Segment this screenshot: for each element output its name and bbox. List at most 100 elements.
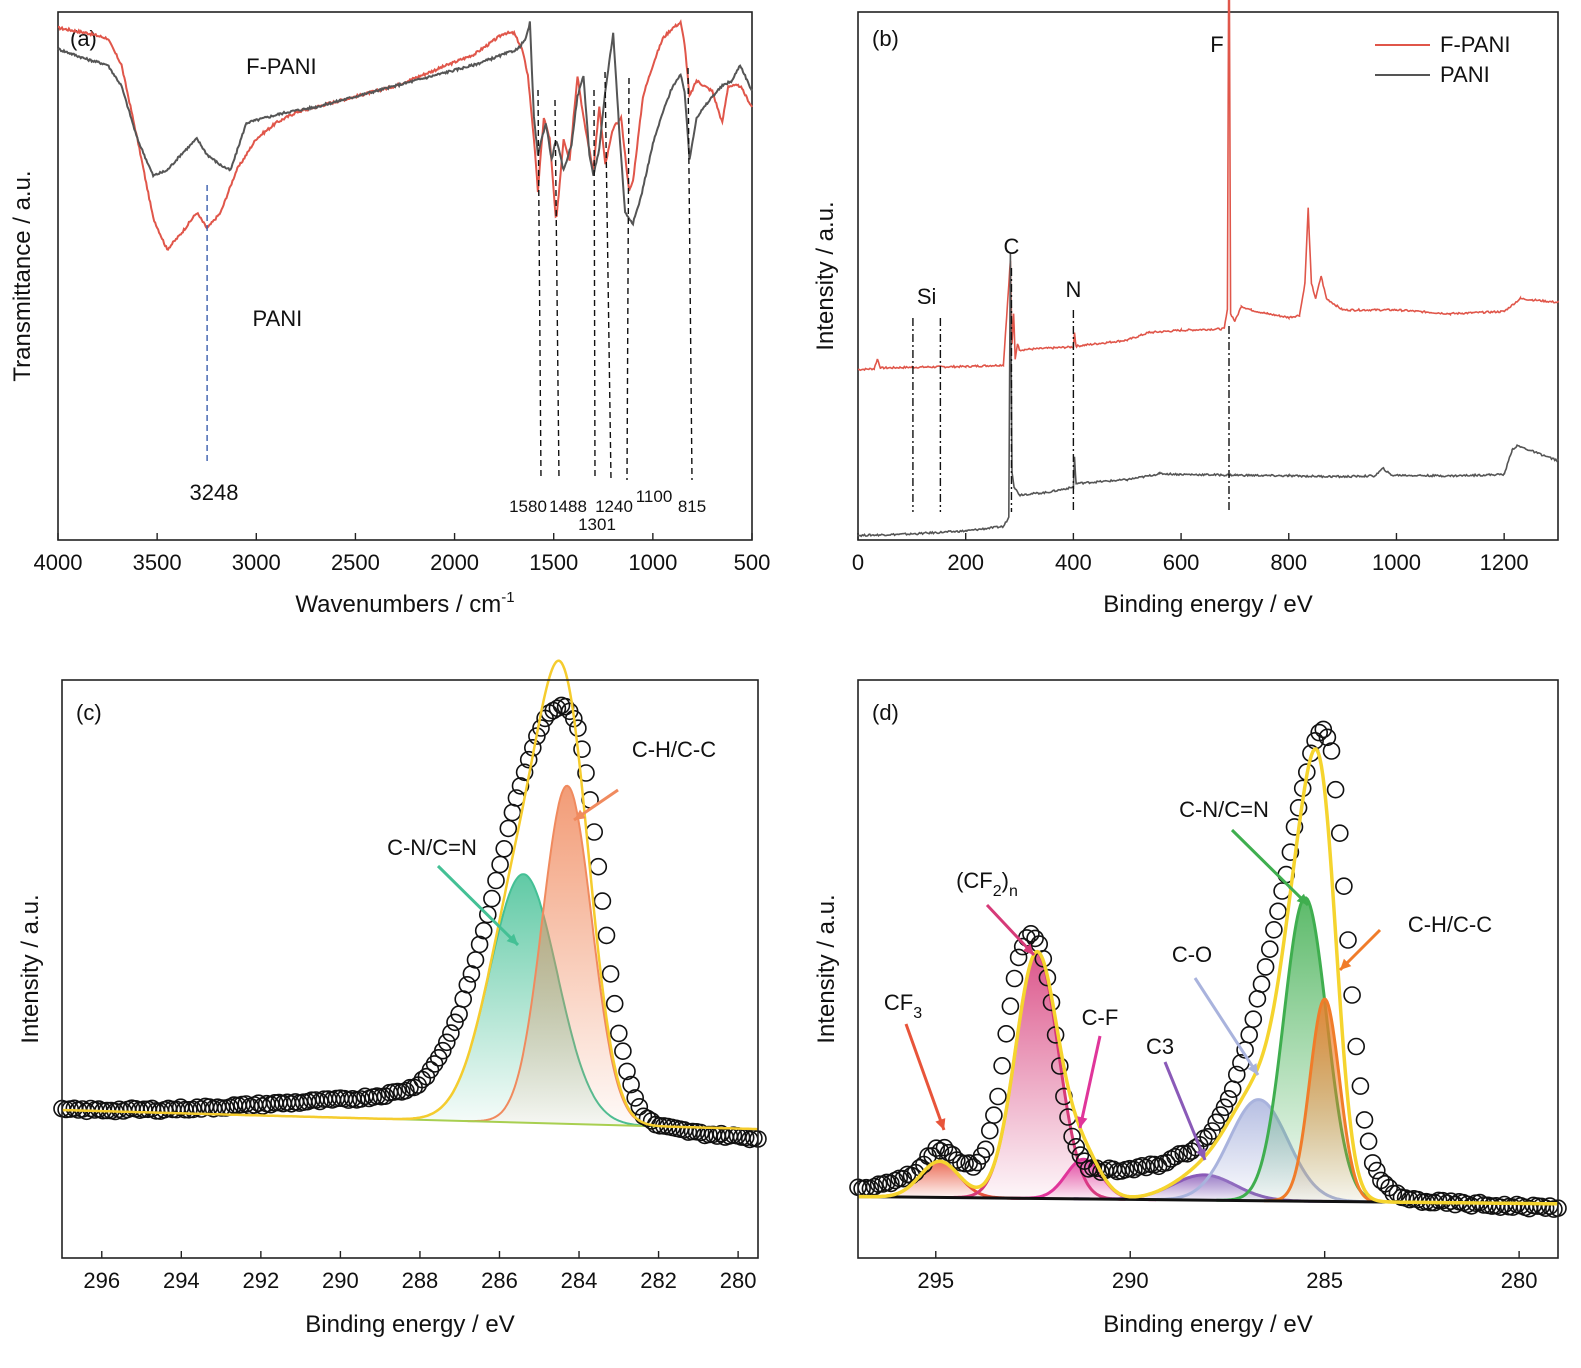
fit-arrow-head-3-2 [1077, 1116, 1088, 1128]
fit-area-3-0 [859, 1161, 1021, 1199]
fit-label-sub2: n [1009, 883, 1018, 900]
peak-marker-line-a-5 [626, 77, 630, 481]
y-axis-label-d: Intensity / a.u. [813, 894, 840, 1043]
x-tick-label-2-7: 282 [640, 1268, 677, 1293]
legend-label-b-0: F-PANI [1440, 32, 1510, 57]
x-tick-label-0-7: 500 [734, 550, 771, 575]
fit-label-3-5: C-N/C=N [1179, 797, 1269, 822]
fit-arrow-head-3-1 [1022, 943, 1034, 955]
data-point-3-33 [985, 1106, 1003, 1124]
data-point-2-109 [499, 819, 518, 838]
x-tick-label-0-5: 1500 [529, 550, 578, 575]
data-point-3-19 [927, 1139, 946, 1157]
series-line-b-pani [857, 253, 1559, 538]
fit-arrow-head-3-4 [1247, 1063, 1258, 1075]
data-point-2-156 [691, 1123, 710, 1142]
data-point-2-113 [515, 763, 534, 782]
x-tick-label-0-3: 2500 [331, 550, 380, 575]
y-axis-label-a: Transmittance / a.u. [9, 170, 36, 381]
fit-label-2-1: C-H/C-C [632, 737, 716, 762]
peak-marker-line-a-3 [593, 89, 596, 481]
data-point-2-49 [253, 1097, 272, 1115]
peak-marker-line-a-2 [554, 99, 560, 481]
data-point-3-90 [1219, 1090, 1238, 1108]
fit-label-part: (CF [956, 868, 993, 893]
data-point-2-84 [397, 1081, 415, 1100]
data-point-3-113 [1314, 720, 1333, 739]
peak-marker-line-a-1 [537, 89, 542, 481]
y-axis-label-c: Intensity / a.u. [17, 894, 44, 1043]
fit-arrow-line-3-4 [1193, 977, 1260, 1076]
plot-frame-0 [57, 11, 753, 541]
envelope-line-2 [61, 659, 758, 1131]
fit-label-sub: 3 [913, 1005, 922, 1022]
data-point-3-70 [1137, 1158, 1155, 1177]
data-point-3-31 [976, 1140, 995, 1159]
fit-arrow-head-3-6 [1340, 958, 1352, 970]
data-point-2-117 [532, 719, 550, 737]
x-axis-label-b: Binding energy / eV [1103, 591, 1312, 618]
fit-label-3-3: C3 [1146, 1034, 1174, 1059]
x-axis-label-a: Wavenumbers / cm-1 [295, 589, 514, 618]
x-tick-label-2-0: 296 [83, 1268, 120, 1293]
data-point-2-98 [454, 990, 473, 1008]
data-point-2-79 [376, 1087, 395, 1105]
fit-arrow-head-3-0 [935, 1118, 946, 1130]
data-point-3-8 [882, 1174, 900, 1193]
legend-label-b-1: PANI [1440, 62, 1490, 87]
data-point-3-156 [1491, 1198, 1510, 1216]
data-point-2-140 [626, 1089, 645, 1107]
fit-label-3-2: C-F [1082, 1005, 1119, 1030]
data-point-2-90 [421, 1061, 440, 1079]
data-point-3-39 [1009, 948, 1028, 967]
data-point-3-38 [1005, 969, 1024, 988]
peak-label-a-0: 3248 [190, 480, 239, 505]
x-tick-label-0-4: 2000 [430, 550, 479, 575]
data-point-3-99 [1256, 958, 1275, 976]
data-point-2-130 [585, 823, 604, 841]
x-tick-label-0-0: 4000 [34, 550, 83, 575]
fit-label-part: ) [1002, 868, 1009, 893]
data-point-2-103 [474, 921, 493, 940]
fit-arrow-head-3-5 [1296, 893, 1308, 905]
fit-label-2-0: C-N/C=N [387, 835, 477, 860]
data-point-2-107 [491, 855, 509, 874]
data-point-3-115 [1322, 742, 1341, 760]
x-tick-label-0-2: 3000 [232, 550, 281, 575]
data-point-3-112 [1310, 723, 1328, 742]
data-point-3-32 [980, 1121, 999, 1140]
data-point-2-126 [569, 719, 587, 738]
data-point-3-36 [997, 1025, 1016, 1043]
x-tick-label-1-3: 600 [1163, 550, 1200, 575]
element-label-b-f: F [1210, 32, 1223, 57]
data-point-3-52 [1063, 1127, 1081, 1146]
data-point-3-42 [1022, 924, 1040, 943]
x-tick-label-2-2: 292 [242, 1268, 279, 1293]
data-point-3-106 [1285, 818, 1304, 836]
data-point-3-77 [1166, 1148, 1184, 1166]
panel-a: 4000 3500 3000 2500 2000 1500 1000 500(a)Wavenu… [9, 11, 771, 618]
data-point-3-116 [1326, 780, 1345, 799]
data-point-3-53 [1067, 1138, 1085, 1156]
series-line-a-pani [57, 21, 753, 227]
data-point-2-108 [495, 839, 514, 858]
data-point-2-132 [593, 892, 612, 910]
panel-label-d: (d) [872, 700, 899, 725]
data-point-2-136 [609, 1024, 628, 1043]
fit-label-3-6: C-H/C-C [1408, 912, 1492, 937]
fit-area-3-5 [1216, 897, 1395, 1203]
data-point-2-135 [605, 994, 624, 1013]
x-axis-label-d: Binding energy / eV [1103, 1311, 1312, 1338]
fit-arrow-head-3-3 [1196, 1148, 1206, 1160]
data-point-3-96 [1244, 1010, 1263, 1029]
x-tick-label-1-0: 0 [852, 550, 864, 575]
fit-label-3-4: C-O [1172, 942, 1212, 967]
data-point-2-121 [548, 699, 567, 718]
curve-label-a-1: PANI [253, 306, 303, 331]
data-point-2-105 [483, 889, 501, 908]
x-tick-label-2-5: 286 [481, 1268, 518, 1293]
data-point-2-138 [618, 1062, 636, 1081]
peak-label-a-4: 1240 [595, 497, 633, 516]
data-point-2-94 [437, 1033, 456, 1052]
